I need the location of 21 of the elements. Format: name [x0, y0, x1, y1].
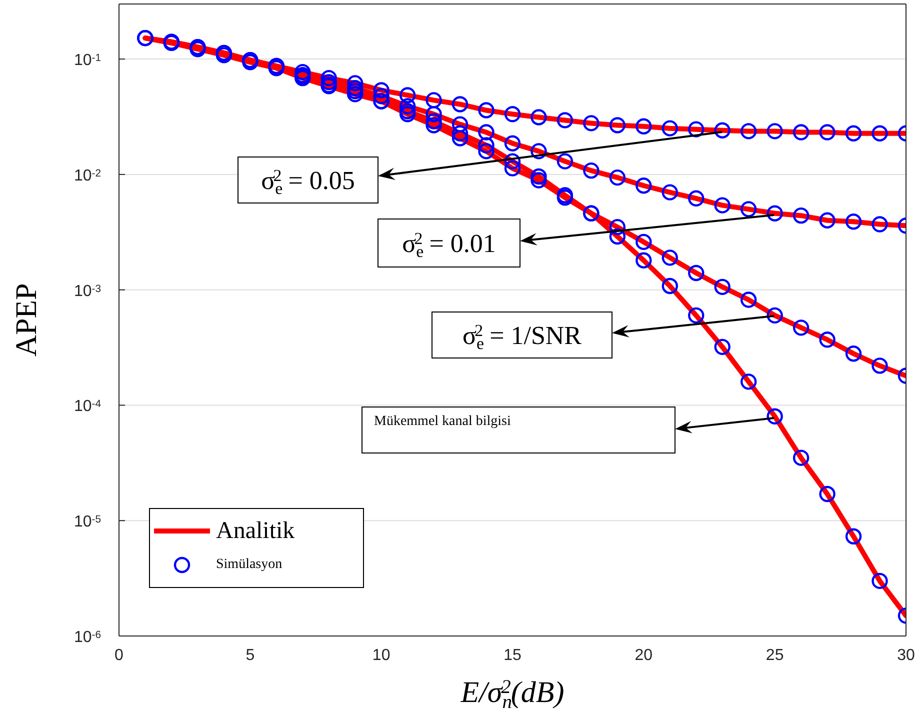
y-tick-label: 10$^{-4}$	[74, 398, 102, 416]
legend-label: Analitik	[216, 518, 295, 544]
x-tick-label: 25	[766, 647, 784, 664]
annotation: σ$_{e}$$^{2}$ = 0.05	[261, 166, 355, 198]
x-tick-label: 10	[372, 647, 390, 664]
y-tick-label: 10$^{-5}$	[74, 514, 102, 531]
x-tick-label: 0	[114, 647, 124, 664]
x-tick-label: 15	[504, 647, 522, 664]
legend-label: Simülasyon	[216, 557, 282, 573]
x-axis-title: E/σ$_{n}$$^{2}$(dB)	[460, 676, 564, 713]
y-tick-label: 10$^{-2}$	[74, 167, 102, 184]
y-axis-title: APEP	[10, 283, 43, 357]
y-tick-label: 10$^{-6}$	[74, 629, 102, 646]
y-tick-label: 10$^{-3}$	[74, 282, 102, 300]
annotation: Mükemmel kanal bilgisi	[374, 414, 511, 429]
x-tick-label: 20	[634, 647, 653, 664]
x-tick-label: 30	[897, 647, 915, 664]
annotation: σ$_{e}$$^{2}$ = 0.01	[402, 229, 496, 262]
x-tick-label: 5	[246, 647, 255, 664]
y-tick-label: 10$^{-1}$	[74, 52, 102, 70]
annotation: σ$_{e}$$^{2}$ = 1/SNR	[462, 321, 582, 354]
